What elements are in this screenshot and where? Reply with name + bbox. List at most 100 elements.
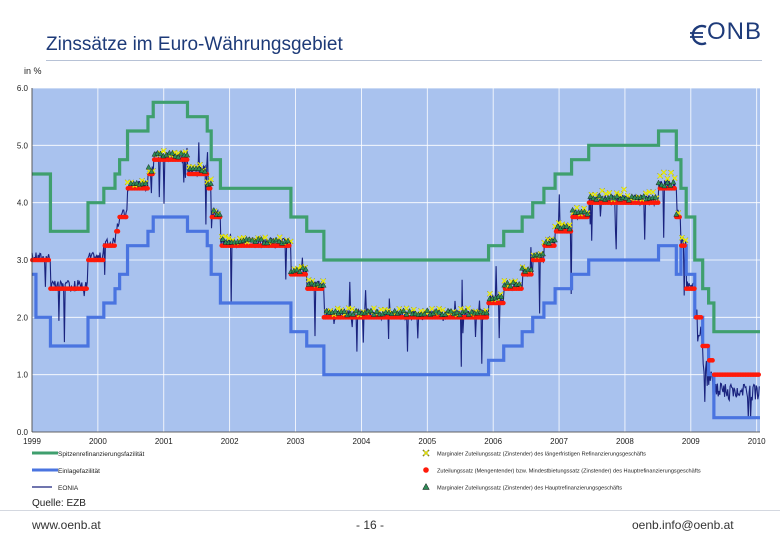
main-rate-dot <box>501 300 506 306</box>
mro-triangle-marker <box>421 310 428 317</box>
mro-triangle-marker <box>670 178 677 185</box>
main-rate-dot <box>286 243 292 248</box>
page-title: Zinssätze im Euro-Währungsgebiet <box>46 34 343 55</box>
main-rate-dot <box>84 286 89 291</box>
mro-triangle-marker <box>436 309 443 315</box>
main-rate-dot <box>698 315 704 320</box>
ltro-x-marker <box>208 176 214 182</box>
mro-triangle-marker <box>320 282 327 288</box>
main-rate-dot <box>552 243 557 248</box>
axes: 0.0 1.0 2.0 3.0 4.0 5.0 6.0 1999 2000 2001 2002 200… <box>17 84 766 446</box>
mro-triangle-marker <box>498 293 505 299</box>
mro-triangle-marker <box>542 239 549 245</box>
main-rate-dot <box>655 200 661 205</box>
mro-triangle-marker <box>593 196 600 202</box>
mro-triangle-marker <box>590 195 597 201</box>
footer-email: oenb.info@oenb.at <box>632 518 734 532</box>
mro-triangle-marker <box>285 237 291 244</box>
mro-triangle-marker <box>368 307 374 314</box>
legend-label: Zuteilungssatz (Mengentender) bzw. Minde… <box>437 469 701 475</box>
source-note: Quelle: EZB <box>32 498 86 509</box>
legend-label: Spitzenrefinanzierungsfazilität <box>58 451 145 458</box>
main-rate-dot <box>756 372 761 377</box>
main-rate-dot <box>682 243 687 248</box>
mro-triangle-marker <box>581 208 588 215</box>
legend: Spitzenrefinanzierungsfazilität Einlagefa… <box>32 449 701 492</box>
y-tick-label: 3.0 <box>17 256 29 265</box>
mro-triangle-marker <box>302 266 309 272</box>
ltro-x-marker <box>679 235 685 241</box>
interest-rate-chart: in % 0.0 1.0 2.0 3.0 4.0 5.0 6.0 1999 2000 2001 20… <box>17 66 766 509</box>
mro-triangle-marker <box>551 236 558 243</box>
mro-triangle-marker <box>664 179 671 185</box>
mro-triangle-marker <box>264 239 271 246</box>
mro-triangle-marker <box>510 279 517 285</box>
mro-triangle-marker <box>370 311 377 317</box>
mro-triangle-marker <box>308 279 315 286</box>
mro-triangle-marker <box>391 307 398 314</box>
mro-triangle-marker <box>323 307 330 314</box>
oenb-logo-icon <box>690 24 707 46</box>
ltro-x-marker <box>429 306 435 312</box>
legend-label: Einlagefazilität <box>58 468 100 475</box>
legend-label: EONIA <box>58 485 79 492</box>
mro-triangle-marker <box>202 168 208 174</box>
mro-triangle-marker <box>507 282 514 289</box>
mro-triangle-marker <box>448 307 454 314</box>
ltro-x-marker <box>614 190 620 196</box>
y-tick-label: 1.0 <box>17 371 29 380</box>
mro-triangle-marker <box>667 182 674 188</box>
mro-triangle-marker <box>332 308 339 314</box>
mro-triangle-marker <box>504 279 511 286</box>
x-tick-label: 2010 <box>748 437 766 446</box>
mro-triangle-marker <box>528 266 534 272</box>
mro-triangle-marker <box>293 266 300 273</box>
mro-triangle-marker <box>539 250 546 257</box>
mro-triangle-marker <box>314 280 321 287</box>
x-tick-label: 2004 <box>353 437 371 446</box>
ltro-x-marker <box>650 189 656 195</box>
ltro-x-marker <box>139 177 145 184</box>
ltro-x-marker <box>668 169 674 176</box>
main-rate-dot <box>145 186 150 191</box>
marginal-lending-line <box>32 100 760 334</box>
ltro-x-marker <box>349 306 355 312</box>
footer-url: www.oenb.at <box>32 518 101 532</box>
main-rate-dot <box>529 272 534 277</box>
x-tick-label: 2002 <box>221 437 239 446</box>
mro-triangle-marker <box>554 223 561 229</box>
ltro-x-marker <box>621 186 627 193</box>
ltro-x-marker <box>197 161 203 168</box>
ltro-x-marker <box>581 205 587 212</box>
mro-triangle-marker <box>276 238 282 244</box>
y-tick-label: 4.0 <box>17 199 29 208</box>
mro-triangle-marker <box>216 211 223 217</box>
main-rate-dot <box>123 214 129 220</box>
ltro-x-marker <box>682 237 689 243</box>
mro-triangle-marker <box>433 307 440 314</box>
y-tick-label: 0.0 <box>17 428 29 437</box>
mro-triangle-marker <box>477 308 484 314</box>
mro-triangle-marker <box>462 307 469 314</box>
mro-triangle-marker <box>454 309 460 315</box>
mro-triangle-marker <box>584 211 591 217</box>
x-tick-label: 2000 <box>89 437 107 446</box>
mro-triangle-marker <box>210 207 217 213</box>
x-tick-label: 2007 <box>550 437 568 446</box>
mro-triangle-marker <box>341 308 348 314</box>
main-rate-dot <box>100 257 106 263</box>
mro-triangle-marker <box>406 308 413 314</box>
mro-triangle-marker <box>353 307 360 314</box>
mro-triangle-marker <box>569 206 576 213</box>
mro-triangle-marker <box>652 194 659 200</box>
mro-triangle-marker <box>442 311 449 317</box>
mro-triangle-marker <box>640 193 647 199</box>
main-rate-dot <box>184 157 190 162</box>
mro-triangle-marker <box>142 180 149 186</box>
main-rate-dot <box>115 229 121 234</box>
x-tick-label: 2001 <box>155 437 173 446</box>
mro-triangle-marker <box>207 180 214 186</box>
ltro-x-marker <box>371 305 377 311</box>
mro-triangle-marker <box>219 236 226 242</box>
main-rate-dot <box>207 186 213 191</box>
